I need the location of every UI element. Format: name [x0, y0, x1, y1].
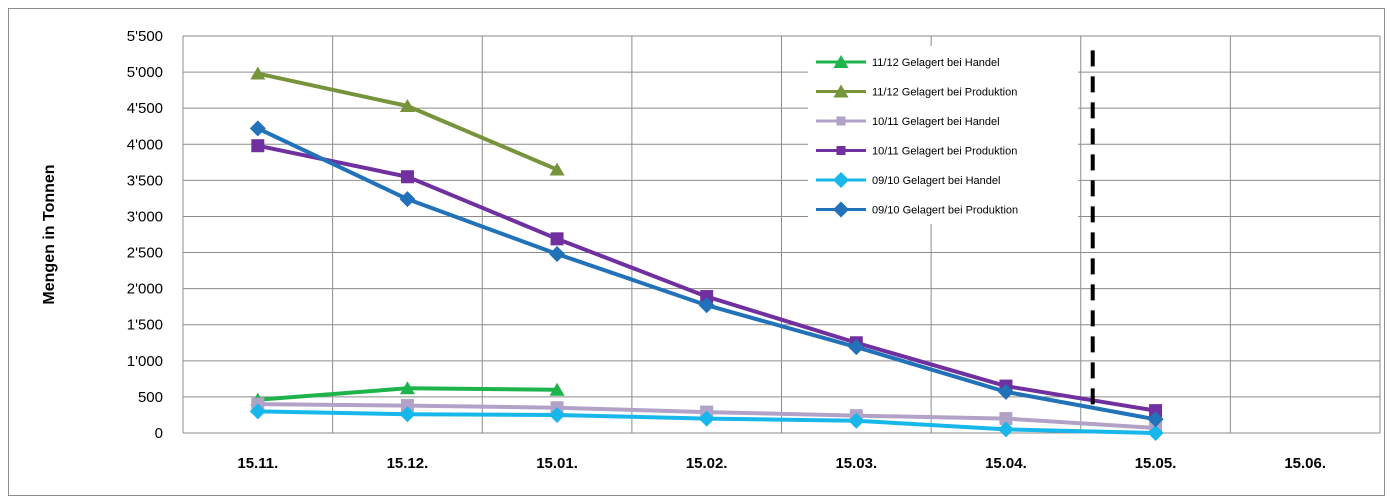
y-axis-label: Mengen in Tonnen: [41, 164, 58, 304]
x-tick-label: 15.04.: [985, 455, 1027, 472]
data-point: [700, 290, 714, 304]
series-5: [249, 120, 1164, 428]
y-tick-label: 3'500: [127, 172, 163, 189]
legend-marker: [833, 55, 849, 68]
data-point: [250, 66, 266, 80]
data-point: [698, 410, 715, 427]
legend-box: [808, 46, 1078, 224]
gridlines: [182, 35, 1381, 434]
data-point: [549, 382, 565, 396]
data-point: [549, 245, 566, 262]
y-tick-label: 0: [155, 425, 163, 442]
data-point: [1149, 404, 1163, 418]
x-tick-label: 15.05.: [1135, 455, 1177, 472]
y-tick-label: 1'500: [127, 317, 163, 334]
y-tick-label: 500: [138, 389, 163, 406]
data-point: [997, 421, 1014, 438]
x-tick-label: 15.06.: [1284, 455, 1326, 472]
legend-marker: [836, 146, 846, 155]
data-point: [549, 162, 565, 176]
data-point: [698, 297, 715, 314]
data-point: [400, 170, 414, 184]
data-point: [1147, 411, 1164, 428]
legend-label: 11/12 Gelagert bei Produktion: [872, 87, 1017, 99]
y-tick-label: 2'000: [127, 281, 163, 298]
data-point: [399, 191, 416, 208]
legend-label: 11/12 Gelagert bei Handel: [872, 57, 1000, 69]
data-point: [1147, 425, 1164, 441]
series-4: [249, 403, 1164, 441]
data-point: [399, 99, 415, 113]
x-tick-label: 15.12.: [387, 455, 429, 472]
x-tick-label: 15.02.: [686, 455, 728, 472]
data-point: [251, 139, 265, 153]
y-tick-label: 5'500: [127, 28, 163, 45]
data-point: [549, 406, 566, 423]
data-point: [399, 406, 416, 423]
x-tick-label: 15.01.: [536, 455, 578, 472]
legend-label: 09/10 Gelagert bei Handel: [872, 175, 1000, 187]
legend-label: 10/11 Gelagert bei Handel: [872, 116, 1000, 128]
series-1: [250, 66, 565, 176]
data-point: [997, 383, 1014, 400]
data-point: [249, 120, 266, 137]
data-point: [848, 412, 865, 429]
data-point: [550, 232, 564, 246]
y-tick-label: 5'000: [127, 64, 163, 81]
legend-label: 10/11 Gelagert bei Produktion: [872, 146, 1017, 158]
y-tick-label: 3'000: [127, 208, 163, 225]
legend-label: 09/10 Gelagert bei Produktion: [872, 205, 1018, 217]
legend-marker: [833, 172, 849, 188]
legend-marker: [836, 116, 846, 126]
data-point: [999, 412, 1013, 426]
y-tick-label: 4'500: [127, 100, 163, 117]
data-point: [249, 403, 266, 420]
y-tick-label: 1'000: [127, 353, 163, 370]
legend-marker: [833, 84, 849, 98]
data-point: [399, 381, 415, 395]
y-tick-label: 4'000: [127, 136, 163, 153]
data-point: [848, 339, 865, 356]
y-tick-label: 2'500: [127, 245, 163, 262]
x-tick-label: 15.03.: [835, 455, 877, 472]
x-tick-label: 15.11.: [237, 455, 278, 472]
legend-marker: [833, 201, 849, 218]
data-point: [400, 399, 414, 413]
